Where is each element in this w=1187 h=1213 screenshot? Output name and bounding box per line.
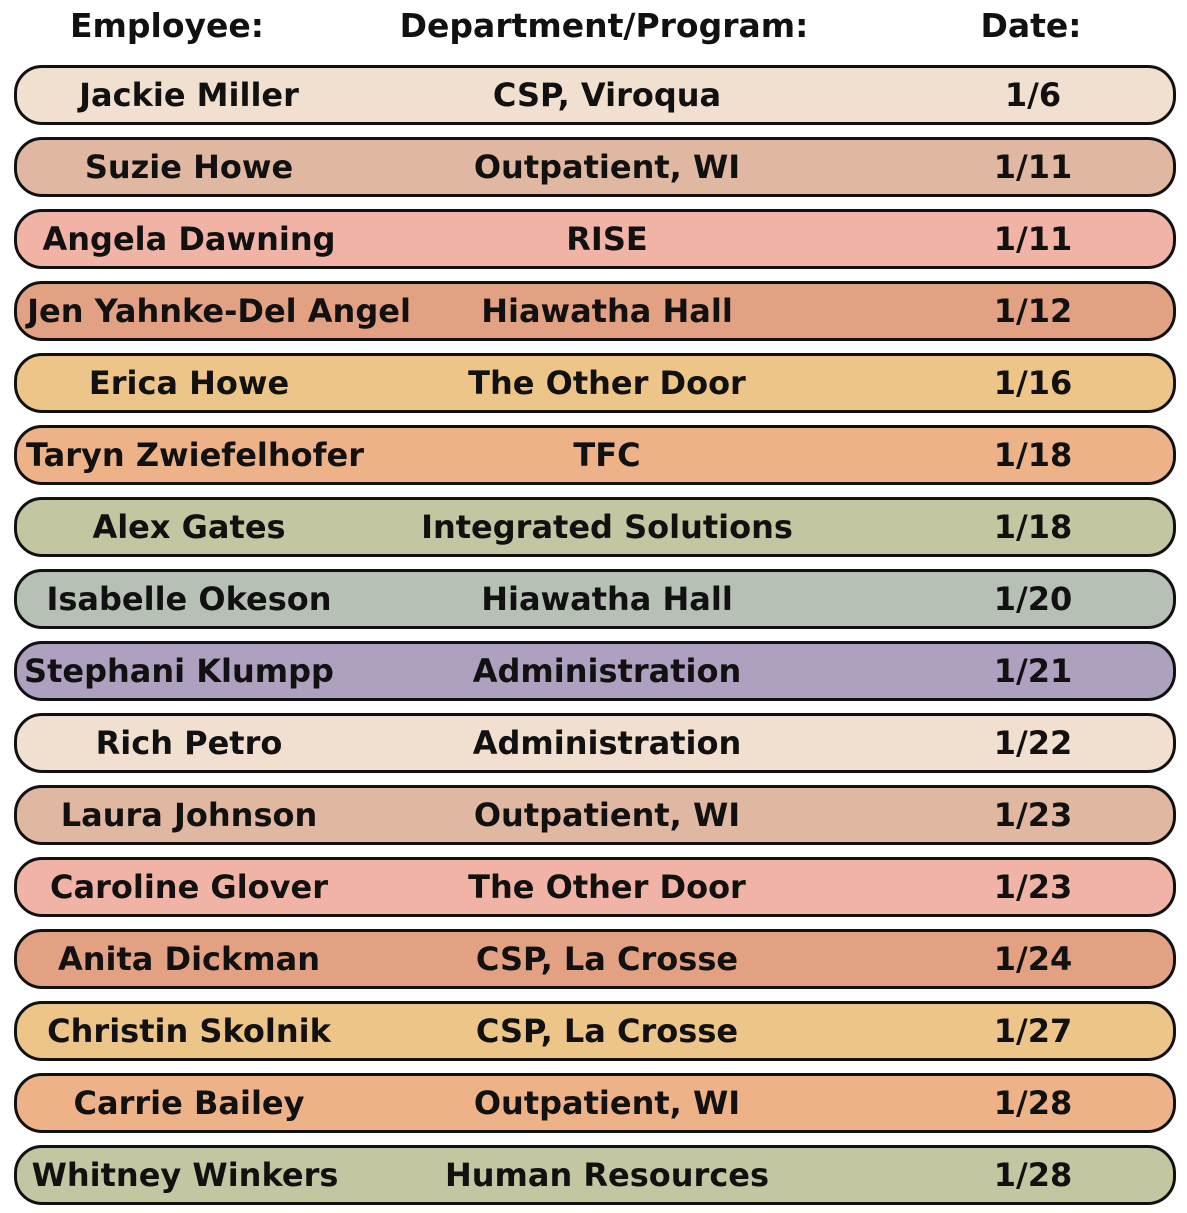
department-program: TFC bbox=[573, 436, 641, 474]
employee-name: Anita Dickman bbox=[57, 940, 321, 978]
employee-name: Taryn Zwiefelhofer bbox=[25, 436, 365, 474]
department-program: Outpatient, WI bbox=[473, 796, 741, 834]
employee-name: Carrie Bailey bbox=[73, 1084, 305, 1122]
table-row: Caroline Glover The Other Door 1/23 bbox=[14, 857, 1176, 917]
date: 1/23 bbox=[993, 796, 1073, 834]
table-row: Suzie Howe Outpatient, WI 1/11 bbox=[14, 137, 1176, 197]
employee-name: Stephani Klumpp bbox=[24, 652, 334, 690]
date: 1/23 bbox=[993, 868, 1073, 906]
table-row: Jackie Miller CSP, Viroqua 1/6 bbox=[14, 65, 1176, 125]
employee-name: Laura Johnson bbox=[60, 796, 318, 834]
department-program: Hiawatha Hall bbox=[481, 292, 733, 330]
date: 1/27 bbox=[993, 1012, 1073, 1050]
date: 1/11 bbox=[993, 220, 1073, 258]
employee-name: Jen Yahnke-Del Angel bbox=[27, 292, 411, 330]
date: 1/11 bbox=[993, 148, 1073, 186]
department-program: Administration bbox=[472, 724, 742, 762]
table-row: Jen Yahnke-Del Angel Hiawatha Hall 1/12 bbox=[14, 281, 1176, 341]
department-program: CSP, La Crosse bbox=[475, 1012, 739, 1050]
date: 1/18 bbox=[993, 508, 1073, 546]
table-row: Whitney Winkers Human Resources 1/28 bbox=[14, 1145, 1176, 1205]
table-row: Anita Dickman CSP, La Crosse 1/24 bbox=[14, 929, 1176, 989]
department-program: The Other Door bbox=[468, 364, 746, 402]
date: 1/20 bbox=[993, 580, 1073, 618]
table-row: Stephani Klumpp Administration 1/21 bbox=[14, 641, 1176, 701]
employee-name: Whitney Winkers bbox=[31, 1156, 339, 1194]
employee-name: Angela Dawning bbox=[42, 220, 336, 258]
date: 1/16 bbox=[993, 364, 1073, 402]
date: 1/6 bbox=[1004, 76, 1062, 114]
date: 1/12 bbox=[993, 292, 1073, 330]
department-program: Administration bbox=[472, 652, 742, 690]
department-program: RISE bbox=[566, 220, 648, 258]
date: 1/18 bbox=[993, 436, 1073, 474]
date: 1/21 bbox=[993, 652, 1073, 690]
department-program: Integrated Solutions bbox=[421, 508, 793, 546]
employee-name: Caroline Glover bbox=[50, 868, 328, 906]
table-row: Carrie Bailey Outpatient, WI 1/28 bbox=[14, 1073, 1176, 1133]
table-row: Alex Gates Integrated Solutions 1/18 bbox=[14, 497, 1176, 557]
department-program: Human Resources bbox=[444, 1156, 770, 1194]
table-row: Rich Petro Administration 1/22 bbox=[14, 713, 1176, 773]
department-program: Outpatient, WI bbox=[473, 1084, 741, 1122]
employee-column-header: Employee: bbox=[69, 6, 265, 45]
date: 1/28 bbox=[993, 1084, 1073, 1122]
table-row: Taryn Zwiefelhofer TFC 1/18 bbox=[14, 425, 1176, 485]
table-row: Erica Howe The Other Door 1/16 bbox=[14, 353, 1176, 413]
table-row: Angela Dawning RISE 1/11 bbox=[14, 209, 1176, 269]
department-program: Hiawatha Hall bbox=[481, 580, 733, 618]
table-row: Laura Johnson Outpatient, WI 1/23 bbox=[14, 785, 1176, 845]
table-row: Christin Skolnik CSP, La Crosse 1/27 bbox=[14, 1001, 1176, 1061]
table-header: Employee: Department/Program: Date: bbox=[0, 0, 1187, 56]
date: 1/22 bbox=[993, 724, 1073, 762]
department-program: CSP, La Crosse bbox=[475, 940, 739, 978]
employee-name: Isabelle Okeson bbox=[46, 580, 332, 618]
employee-name: Alex Gates bbox=[92, 508, 286, 546]
date-column-header: Date: bbox=[980, 6, 1082, 45]
employee-name: Christin Skolnik bbox=[47, 1012, 331, 1050]
department-column-header: Department/Program: bbox=[399, 6, 809, 45]
date: 1/28 bbox=[993, 1156, 1073, 1194]
employee-name: Jackie Miller bbox=[79, 76, 299, 114]
employee-name: Rich Petro bbox=[95, 724, 283, 762]
department-program: Outpatient, WI bbox=[473, 148, 741, 186]
department-program: The Other Door bbox=[468, 868, 746, 906]
table-row: Isabelle Okeson Hiawatha Hall 1/20 bbox=[14, 569, 1176, 629]
department-program: CSP, Viroqua bbox=[492, 76, 722, 114]
employee-name: Suzie Howe bbox=[84, 148, 294, 186]
date: 1/24 bbox=[993, 940, 1073, 978]
employee-name: Erica Howe bbox=[88, 364, 290, 402]
